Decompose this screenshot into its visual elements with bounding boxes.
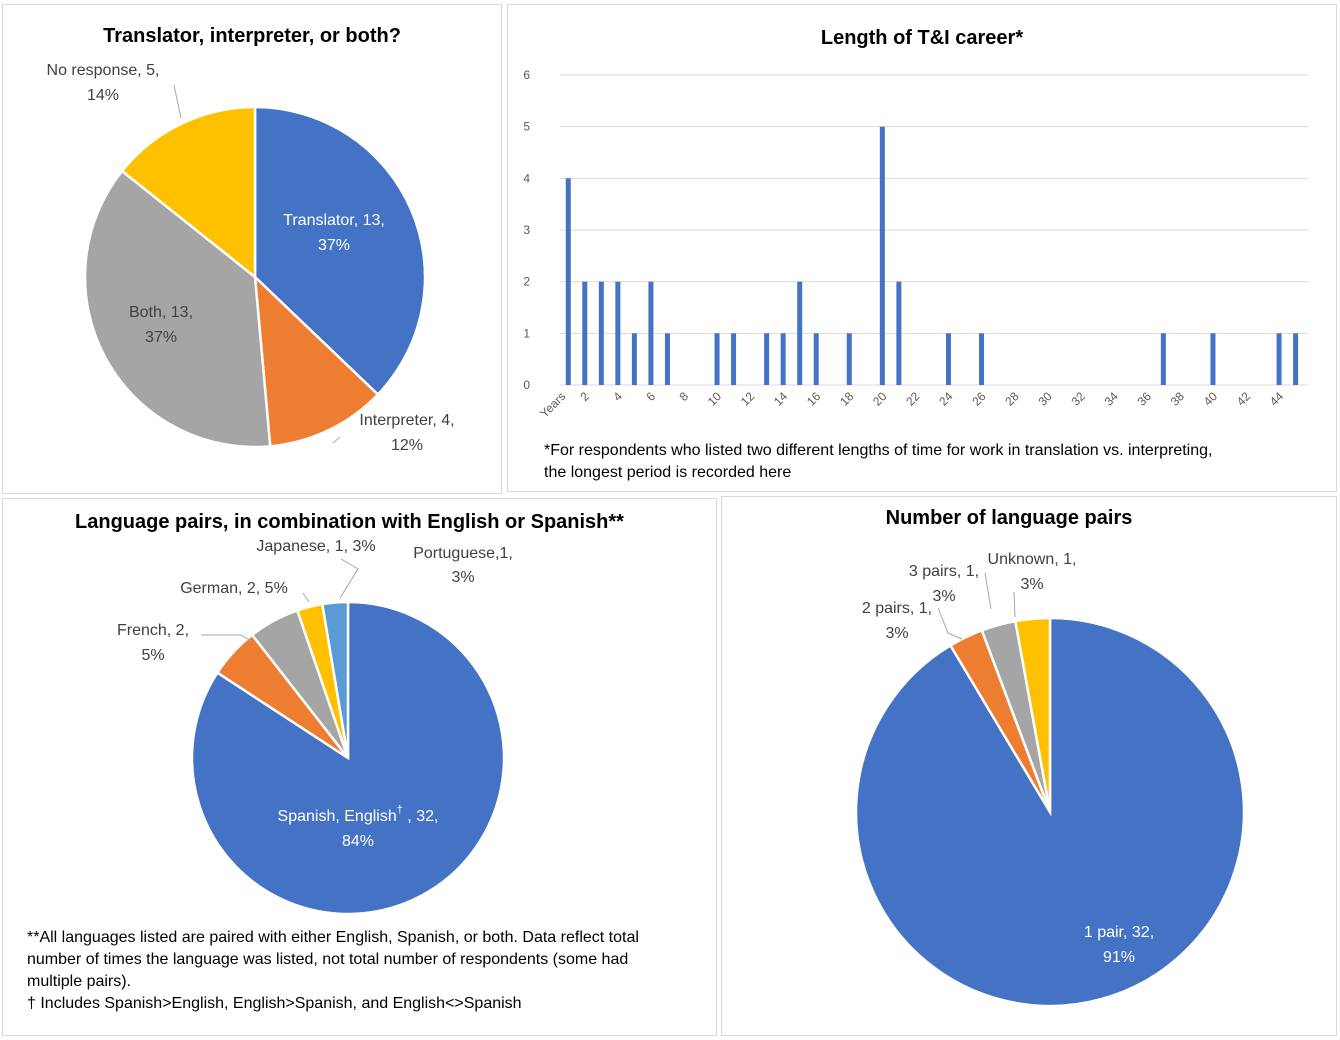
- x-tick-label: 42: [1234, 389, 1254, 409]
- bar-15: [797, 281, 803, 385]
- leader-line: [302, 592, 310, 603]
- x-tick-label: 12: [738, 389, 758, 409]
- y-tick-label: 6: [523, 68, 530, 82]
- x-tick-label: 18: [837, 389, 857, 409]
- leader-line: [339, 558, 359, 599]
- x-tick-label: 34: [1102, 389, 1122, 409]
- x-tick-label: 38: [1168, 389, 1188, 409]
- bar-16: [813, 333, 819, 385]
- bar-24: [945, 333, 951, 385]
- x-tick-label: 8: [676, 389, 691, 404]
- x-tick-label: 14: [771, 389, 791, 409]
- bar-11: [731, 333, 737, 385]
- chart-title-role: Translator, interpreter, or both?: [103, 25, 401, 47]
- language-pairs-footnote-line4: † Includes Spanish>English, English>Span…: [27, 995, 522, 1012]
- leader-line: [1013, 591, 1016, 618]
- x-tick-label: 44: [1267, 389, 1287, 409]
- x-tick-label: 4: [610, 389, 625, 404]
- language-pairs-footnote: **All languages listed are paired with e…: [27, 927, 707, 1015]
- x-tick-label: 22: [903, 389, 923, 409]
- data-label-both: Both, 13, 37%: [129, 304, 193, 346]
- pie-slice-portuguese: [320, 600, 350, 759]
- data-label-spanish-english: Spanish, English† , 32, 84%: [278, 804, 439, 850]
- data-label-portuguese: Portuguese,1, 3%: [413, 545, 513, 586]
- bar-6: [648, 281, 654, 385]
- pie-role: Translator, 13, 37% Interpreter, 4, 12% Bo…: [47, 62, 455, 454]
- y-tick-label: 1: [523, 326, 530, 340]
- leader-line: [937, 607, 963, 640]
- leader-line: [332, 436, 341, 444]
- x-tick-label: 30: [1035, 389, 1055, 409]
- chart-title-language-pairs: Language pairs, in combination with Engl…: [75, 511, 624, 533]
- bar-14: [780, 333, 786, 385]
- bar-13: [764, 333, 770, 385]
- chart-panel-role: Translator, interpreter, or both? Transl…: [2, 4, 502, 494]
- y-tick-label: 3: [523, 223, 530, 237]
- bar-10: [714, 333, 720, 385]
- y-tick-label: 2: [523, 275, 530, 289]
- career-footnote-line1: *For respondents who listed two differen…: [544, 442, 1213, 459]
- data-label-3-pairs: 3 pairs, 1, 3%: [909, 563, 979, 605]
- bar-2: [582, 281, 588, 385]
- x-tick-label: 40: [1201, 389, 1221, 409]
- x-tick-label: 26: [969, 389, 989, 409]
- data-label-interpreter: Interpreter, 4, 12%: [359, 412, 454, 454]
- language-pairs-footnote-line2: number of times the language was listed,…: [27, 951, 629, 968]
- bar-5: [631, 333, 637, 385]
- data-label-japanese: Japanese, 1, 3%: [256, 538, 375, 555]
- leader-line: [173, 84, 182, 119]
- language-pairs-footnote-line3: multiple pairs).: [27, 973, 132, 990]
- y-tick-label: 0: [523, 378, 530, 392]
- pie-language-pairs: Spanish, English† , 32, 84% French, 2, 5% …: [117, 538, 513, 916]
- x-tick-label: 32: [1068, 389, 1088, 409]
- x-tick-label: 10: [705, 389, 725, 409]
- data-label-translator: Translator, 13, 37%: [283, 212, 385, 254]
- bar-4: [615, 281, 621, 385]
- x-tick-label: 2: [577, 389, 592, 404]
- career-footnote: *For respondents who listed two differen…: [544, 440, 1324, 484]
- bar-40: [1210, 333, 1216, 385]
- bar-20: [879, 126, 885, 386]
- bar-3: [598, 281, 604, 385]
- bar-26: [979, 333, 985, 385]
- data-label-1-pair: 1 pair, 32, 91%: [1084, 924, 1154, 966]
- leader-line: [984, 572, 992, 610]
- pie-slice-interpreter: [253, 273, 380, 448]
- bar-7: [664, 333, 670, 385]
- bar-44: [1276, 333, 1282, 385]
- leader-line: [201, 634, 252, 642]
- data-label-no-response: No response, 5, 14%: [47, 62, 160, 104]
- bar-18: [846, 333, 852, 385]
- data-label-unknown: Unknown, 1, 3%: [988, 551, 1077, 593]
- x-tick-label: 6: [643, 389, 658, 404]
- bar-45: [1293, 333, 1299, 385]
- pie-slice-no-response: [120, 105, 257, 280]
- data-label-german: German, 2, 5%: [180, 580, 288, 597]
- pie-slice-translator: [253, 105, 427, 397]
- pie-slice-unknown: [1013, 616, 1052, 813]
- bar-37: [1160, 333, 1166, 385]
- x-tick-label: 20: [870, 389, 890, 409]
- language-pairs-footnote-line1: **All languages listed are paired with e…: [27, 929, 639, 946]
- x-tick-label: 16: [804, 389, 824, 409]
- chart-panel-number-of-pairs: Number of language pairs 1 pair, 32, 91% …: [721, 496, 1337, 1036]
- career-footnote-line2: the longest period is recorded here: [544, 464, 792, 481]
- chart-title-number-of-pairs: Number of language pairs: [885, 507, 1133, 529]
- bar-21: [896, 281, 902, 385]
- y-tick-label: 4: [523, 171, 530, 185]
- pie-number-of-pairs: 1 pair, 32, 91% 2 pairs, 1, 3% 3 pairs, 1,…: [854, 551, 1246, 1008]
- data-label-2-pairs: 2 pairs, 1, 3%: [862, 600, 932, 642]
- chart-title-career-length: Length of T&I career*: [820, 27, 1024, 49]
- y-tick-label: 5: [523, 120, 530, 134]
- x-axis-first-label: Years: [537, 389, 568, 420]
- x-tick-label: 24: [936, 389, 956, 409]
- x-tick-label: 36: [1135, 389, 1155, 409]
- data-label-french: French, 2, 5%: [117, 622, 189, 664]
- pie-slice-both: [83, 169, 272, 449]
- chart-panel-language-pairs: Language pairs, in combination with Engl…: [2, 498, 717, 1036]
- x-tick-label: 28: [1002, 389, 1022, 409]
- bar-1: [565, 178, 571, 385]
